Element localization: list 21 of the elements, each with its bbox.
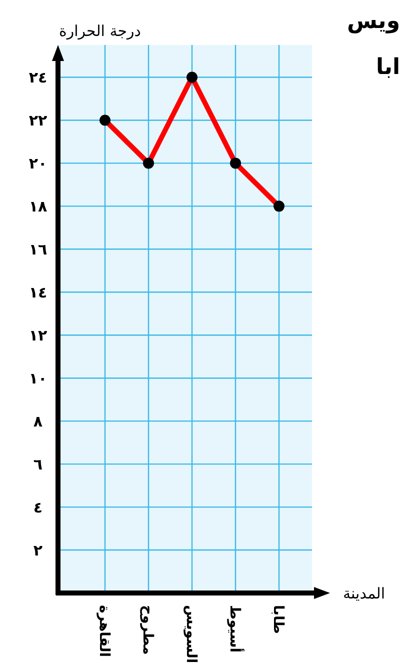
x-tick-label: طابا <box>270 605 286 634</box>
text: ابا <box>376 55 400 80</box>
y-tick-label: ٨ <box>33 412 43 430</box>
y-tick-label: ٢٢ <box>28 111 48 130</box>
y-tick-label: ٢٠ <box>28 154 48 172</box>
y-tick-label: ١٤ <box>28 283 48 302</box>
y-tick-label: ٦ <box>33 455 43 474</box>
y-tick-label: ٤ <box>33 498 43 516</box>
y-tick-label: ١٦ <box>28 240 48 258</box>
y-tick-label: ١٨ <box>28 197 48 216</box>
x-tick-label: أسيوط <box>226 605 245 653</box>
y-axis-title: درجة الحرارة <box>59 22 141 40</box>
y-tick-label: ٢ <box>33 541 43 560</box>
text: ويس <box>346 9 400 34</box>
x-axis-title: المدينة <box>342 584 386 602</box>
x-tick-label: السويس <box>183 605 200 664</box>
x-tick-label: القاهرة <box>96 605 112 658</box>
y-tick-label: ١٢ <box>28 326 48 344</box>
y-tick-label: ٢٤ <box>28 68 48 86</box>
x-tick-label: مطروح <box>140 605 156 655</box>
y-tick-label: ١٠ <box>28 369 48 388</box>
